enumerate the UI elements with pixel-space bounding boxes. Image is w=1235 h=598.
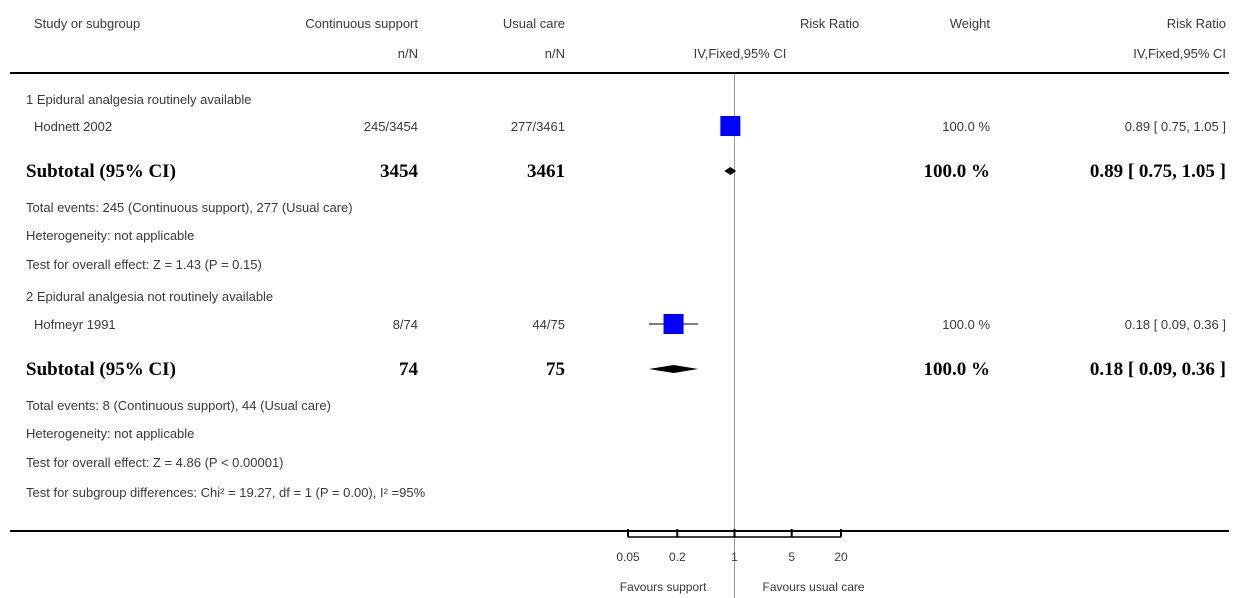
footer-divider [10, 530, 1229, 532]
subtotal-1-weight: 100.0 % [923, 161, 991, 182]
study-1-name: Hodnett 2002 [34, 119, 113, 134]
subtotal-diamond [724, 167, 737, 175]
group-2-label: 2 Epidural analgesia not routinely avail… [26, 289, 274, 304]
subtotal-2-control: 75 [546, 359, 565, 380]
header-risk-ratio-2-sub: IV,Fixed,95% CI [1133, 46, 1226, 61]
group-1-label: 1 Epidural analgesia routinely available [26, 92, 252, 107]
subtotal-1-control: 3461 [527, 161, 565, 182]
study-effect-box [663, 314, 684, 334]
subtotal-2-label: Subtotal (95% CI) [26, 359, 176, 380]
study-1-ci: 0.89 [ 0.75, 1.05 ] [1124, 119, 1226, 134]
header-control-sub: n/N [544, 46, 565, 61]
study-2-weight: 100.0 % [942, 317, 990, 332]
group-2-total-events: Total events: 8 (Continuous support), 44… [26, 398, 331, 413]
subtotal-2-weight: 100.0 % [923, 359, 991, 380]
x-axis-tick-label: 20 [834, 550, 848, 564]
favours-left-label: Favours support [620, 580, 707, 594]
header-risk-ratio-2: Risk Ratio [1166, 16, 1226, 31]
x-axis-tick-label: 5 [788, 550, 795, 564]
header-treatment-sub: n/N [397, 46, 418, 61]
study-1-weight: 100.0 % [942, 119, 990, 134]
header-weight: Weight [949, 16, 990, 31]
subtotal-2-treatment: 74 [399, 359, 418, 380]
header-study: Study or subgroup [34, 16, 141, 31]
study-1-control: 277/3461 [510, 119, 565, 134]
header-risk-ratio: Risk Ratio [800, 16, 860, 31]
subtotal-1-treatment: 3454 [380, 161, 418, 182]
group-1-heterogeneity: Heterogeneity: not applicable [26, 228, 195, 243]
subtotal-2-ci: 0.18 [ 0.09, 0.36 ] [1089, 359, 1226, 380]
x-axis-tick-label: 0.2 [669, 550, 686, 564]
study-1-treatment: 245/3454 [363, 119, 418, 134]
header-divider [10, 72, 1229, 74]
study-2-control: 44/75 [532, 317, 565, 332]
subtotal-diamond [648, 365, 699, 373]
favours-right-label: Favours usual care [763, 580, 865, 594]
header-control: Usual care [502, 16, 565, 31]
header-treatment: Continuous support [305, 16, 418, 31]
subtotal-1-label: Subtotal (95% CI) [26, 161, 176, 182]
subtotal-1-ci: 0.89 [ 0.75, 1.05 ] [1089, 161, 1226, 182]
group-1-total-events: Total events: 245 (Continuous support), … [26, 200, 353, 215]
study-2-treatment: 8/74 [392, 317, 418, 332]
group-2-heterogeneity: Heterogeneity: not applicable [26, 426, 195, 441]
header-risk-ratio-sub: IV,Fixed,95% CI [693, 46, 787, 61]
study-2-ci: 0.18 [ 0.09, 0.36 ] [1124, 317, 1226, 332]
study-2-name: Hofmeyr 1991 [34, 317, 116, 332]
x-axis-tick-label: 0.05 [616, 550, 640, 564]
study-effect-box [720, 116, 741, 136]
group-1-overall-effect: Test for overall effect: Z = 1.43 (P = 0… [26, 257, 262, 272]
x-axis-tick-label: 1 [731, 550, 738, 564]
group-2-overall-effect: Test for overall effect: Z = 4.86 (P < 0… [26, 455, 284, 470]
subgroup-differences-test: Test for subgroup differences: Chi² = 19… [26, 485, 426, 500]
